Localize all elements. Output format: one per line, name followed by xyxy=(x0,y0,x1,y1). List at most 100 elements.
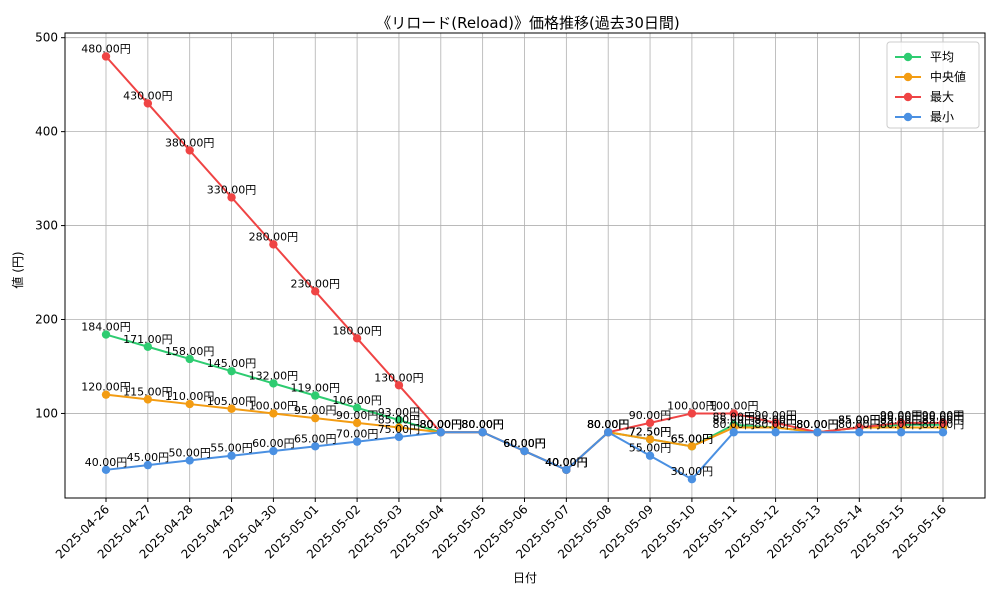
data-point xyxy=(352,334,362,343)
chart-title: 《リロード(Reload)》価格推移(過去30日間) xyxy=(376,14,680,32)
data-point xyxy=(352,418,362,428)
data-label: 90.00円 xyxy=(922,409,965,422)
data-label: 480.00円 xyxy=(81,42,131,55)
data-label: 115.00円 xyxy=(123,385,173,398)
data-point xyxy=(227,366,236,376)
legend-label: 中央値 xyxy=(930,69,966,84)
data-label: 80.00円 xyxy=(461,418,504,431)
data-point xyxy=(269,379,278,388)
data-label: 85.00円 xyxy=(838,414,881,427)
data-point xyxy=(311,391,320,400)
data-point xyxy=(394,423,404,432)
data-point xyxy=(227,193,236,202)
data-label: 100.00円 xyxy=(249,399,299,412)
legend-label: 最大 xyxy=(930,90,954,104)
data-label: 40.00円 xyxy=(545,456,588,469)
data-label: 50.00円 xyxy=(168,446,211,459)
y-axis-label: 値 (円) xyxy=(10,251,25,288)
data-label: 105.00円 xyxy=(207,395,257,408)
data-label: 85.00円 xyxy=(880,414,923,427)
data-point xyxy=(938,428,948,437)
x-axis-label: 日付 xyxy=(513,571,537,585)
data-point xyxy=(604,428,613,437)
data-label: 119.00円 xyxy=(291,382,341,395)
data-point xyxy=(896,418,906,428)
data-label: 80.00円 xyxy=(420,418,463,431)
legend-swatch-marker xyxy=(903,72,913,82)
data-label: 80.00円 xyxy=(420,418,463,431)
data-label: 85.00円 xyxy=(922,414,965,427)
data-label: 80.00円 xyxy=(587,418,630,431)
data-label: 230.00円 xyxy=(291,277,341,290)
data-label: 90.00円 xyxy=(880,409,923,422)
data-point xyxy=(101,390,111,399)
data-point xyxy=(813,428,822,437)
data-label: 30.00円 xyxy=(671,465,714,478)
data-point xyxy=(311,442,320,451)
data-point xyxy=(394,415,404,425)
y-tick-label: 400 xyxy=(35,125,58,139)
data-label: 40.00円 xyxy=(545,456,588,469)
data-label: 80.00円 xyxy=(420,418,463,431)
data-label: 60.00円 xyxy=(503,437,546,450)
data-label: 45.00円 xyxy=(127,451,170,464)
data-label: 65.00円 xyxy=(671,432,714,445)
data-point xyxy=(143,342,153,351)
data-label: 80.00円 xyxy=(461,418,504,431)
data-label: 90.00円 xyxy=(336,409,379,422)
data-label: 85.00円 xyxy=(378,414,421,427)
data-point xyxy=(143,395,153,404)
data-label: 70.00円 xyxy=(336,428,379,441)
data-label: 106.00円 xyxy=(332,394,382,407)
data-point xyxy=(938,418,948,428)
x-axis-ticks: 2025-04-262025-04-272025-04-282025-04-29… xyxy=(53,498,949,561)
data-label: 60.00円 xyxy=(252,437,295,450)
legend-label: 最小 xyxy=(930,110,954,124)
legend-swatch-marker xyxy=(903,92,913,102)
data-point xyxy=(394,381,404,390)
data-point xyxy=(478,428,487,437)
data-point xyxy=(771,418,780,428)
data-label: 75.00円 xyxy=(378,423,421,436)
data-point xyxy=(645,418,655,428)
data-label: 55.00円 xyxy=(629,442,672,455)
data-point xyxy=(311,413,320,423)
legend-label: 平均 xyxy=(930,50,954,64)
data-label: 171.00円 xyxy=(123,333,173,346)
data-label: 80.00円 xyxy=(587,418,630,431)
data-point xyxy=(687,409,697,418)
data-labels-group: 184.00円171.00円158.00円145.00円132.00円119.0… xyxy=(81,42,964,478)
data-label: 132.00円 xyxy=(249,369,299,382)
data-label: 85.00円 xyxy=(838,414,881,427)
data-point xyxy=(311,287,320,296)
data-label: 88.00円 xyxy=(880,411,923,424)
y-tick-label: 100 xyxy=(35,406,58,420)
data-label: 380.00円 xyxy=(165,136,215,149)
data-point xyxy=(227,451,236,460)
data-label: 158.00円 xyxy=(165,345,215,358)
data-point xyxy=(855,428,864,437)
data-label: 145.00円 xyxy=(207,357,257,370)
data-label: 80.00円 xyxy=(587,418,630,431)
y-tick-label: 500 xyxy=(35,31,58,45)
data-label: 80.00円 xyxy=(922,418,965,431)
data-label: 55.00円 xyxy=(210,442,253,455)
data-label: 130.00円 xyxy=(374,371,424,384)
series-group xyxy=(101,52,948,484)
data-label: 65.00円 xyxy=(671,432,714,445)
data-point xyxy=(562,465,571,475)
data-label: 85.00円 xyxy=(713,414,756,427)
data-label: 88.00円 xyxy=(922,411,965,424)
data-label: 80.00円 xyxy=(880,418,923,431)
data-point xyxy=(645,435,655,444)
data-label: 60.00円 xyxy=(503,437,546,450)
data-label: 80.00円 xyxy=(587,418,630,431)
data-label: 100.00円 xyxy=(709,399,759,412)
data-label: 72.50円 xyxy=(629,425,672,438)
data-point xyxy=(185,354,194,364)
data-label: 90.00円 xyxy=(754,409,797,422)
data-point xyxy=(101,330,111,339)
